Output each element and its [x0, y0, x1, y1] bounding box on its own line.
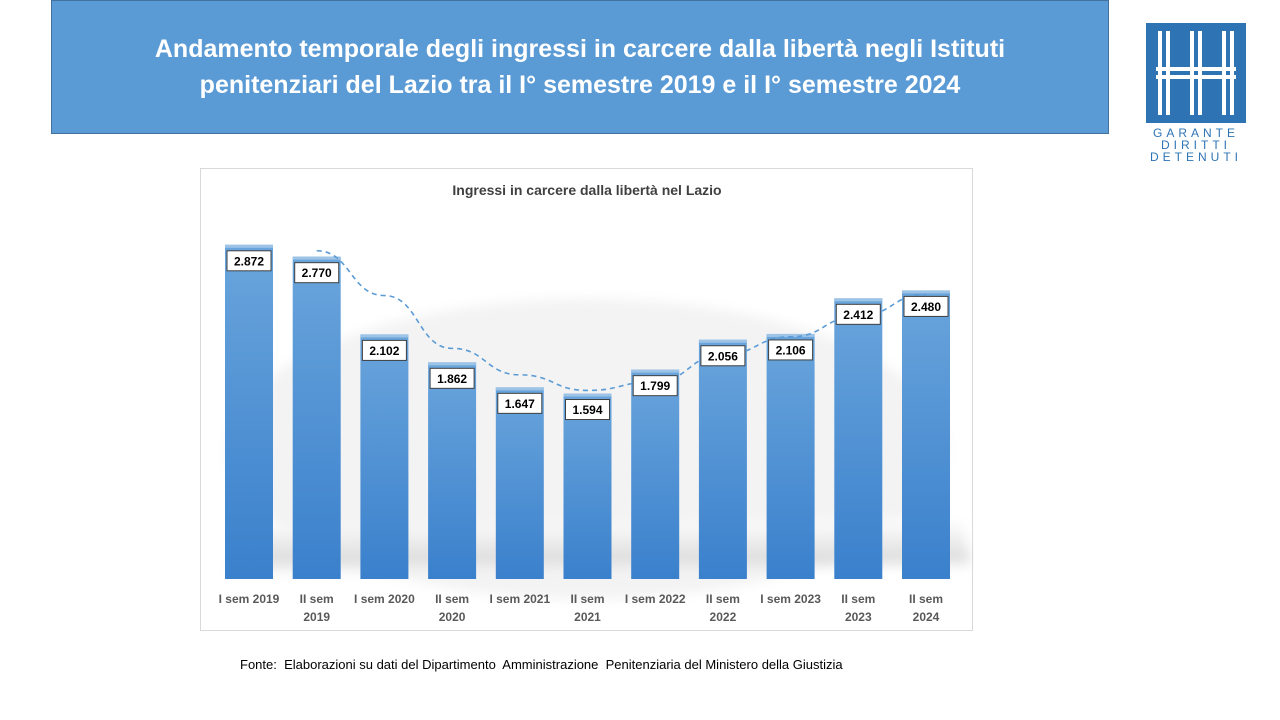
category-label-1-0: II sem — [300, 592, 334, 606]
category-label-1-1: 2019 — [303, 610, 330, 624]
category-label-5-1: 2021 — [574, 610, 601, 624]
category-label-10-1: 2024 — [913, 610, 940, 624]
value-label-box-4 — [497, 392, 543, 414]
chart-frame: Ingressi in carcere dalla libertà nel La… — [200, 168, 973, 631]
category-label-3-1: 2020 — [439, 610, 466, 624]
category-label-6-0: I sem 2022 — [625, 592, 686, 606]
value-label-box-5 — [565, 399, 610, 421]
value-label-9: 2.412 — [843, 308, 873, 322]
value-label-2: 2.102 — [369, 344, 399, 358]
garante-logo: GARANTE DIRITTI DETENUTI — [1146, 23, 1246, 165]
bar-cap-6 — [631, 369, 680, 373]
bar-9 — [834, 298, 883, 579]
bar-2 — [360, 334, 409, 579]
category-label-5-0: II sem — [570, 592, 604, 606]
category-label-9-0: II sem — [841, 592, 875, 606]
logo-text-line-2: DIRITTI — [1161, 138, 1231, 152]
value-label-box-0 — [226, 250, 272, 272]
bar-0 — [225, 244, 273, 579]
value-label-box-6 — [632, 375, 678, 397]
bar-cap-7 — [698, 339, 747, 343]
bar-cap-8 — [766, 333, 815, 337]
value-label-7: 2.056 — [708, 349, 738, 363]
value-label-1: 2.770 — [302, 266, 332, 280]
value-label-box-9 — [835, 303, 881, 325]
bar-cap-1 — [292, 256, 341, 260]
value-label-8: 2.106 — [776, 343, 806, 357]
value-label-box-10 — [903, 295, 949, 317]
value-label-6: 1.799 — [640, 379, 670, 393]
value-label-box-3 — [429, 367, 475, 389]
bar-cap-9 — [834, 298, 883, 302]
bar-10 — [902, 290, 950, 579]
bar-cap-0 — [225, 244, 273, 248]
bar-3 — [428, 362, 477, 579]
title-banner: Andamento temporale degli ingressi in ca… — [51, 0, 1109, 134]
bar-cap-2 — [360, 334, 409, 338]
value-label-box-7 — [700, 345, 746, 367]
bar-1 — [292, 256, 341, 579]
logo-emblem-icon — [1146, 23, 1246, 123]
trendline — [316, 249, 927, 392]
logo-text-line-3: DETENUTI — [1150, 150, 1242, 164]
bar-6 — [631, 369, 680, 579]
title-line-2: penitenziari del Lazio tra il I° semestr… — [199, 71, 961, 99]
value-label-box-8 — [768, 339, 814, 361]
value-label-0: 2.872 — [234, 254, 264, 268]
bar-5 — [563, 393, 612, 579]
chart-title: Ingressi in carcere dalla libertà nel La… — [452, 182, 721, 198]
bar-8 — [766, 333, 815, 579]
bar-chart: Ingressi in carcere dalla libertà nel La… — [219, 182, 971, 624]
category-label-3-0: II sem — [435, 592, 469, 606]
category-label-7-1: 2022 — [710, 610, 737, 624]
source-note: Fonte: Elaborazioni su dati del Dipartim… — [240, 657, 843, 672]
bar-cap-4 — [495, 387, 544, 391]
category-label-2-0: I sem 2020 — [354, 592, 415, 606]
value-label-box-2 — [361, 339, 407, 361]
bar-4 — [495, 387, 544, 579]
value-label-10: 2.480 — [911, 300, 941, 314]
value-label-3: 1.862 — [437, 372, 467, 386]
value-label-5: 1.594 — [572, 403, 602, 417]
category-label-0-0: I sem 2019 — [219, 592, 280, 606]
category-label-8-0: I sem 2023 — [760, 592, 821, 606]
value-label-box-1 — [294, 262, 340, 284]
category-label-7-0: II sem — [706, 592, 740, 606]
title-line-1: Andamento temporale degli ingressi in ca… — [154, 35, 1006, 63]
category-label-4-0: I sem 2021 — [489, 592, 550, 606]
logo-text-line-1: GARANTE — [1152, 126, 1239, 140]
bar-cap-10 — [902, 290, 950, 294]
bar-7 — [698, 339, 747, 579]
category-label-10-0: II sem — [909, 592, 943, 606]
category-label-9-1: 2023 — [845, 610, 872, 624]
value-label-4: 1.647 — [505, 397, 535, 411]
bar-cap-5 — [563, 393, 612, 397]
bar-cap-3 — [428, 362, 477, 366]
